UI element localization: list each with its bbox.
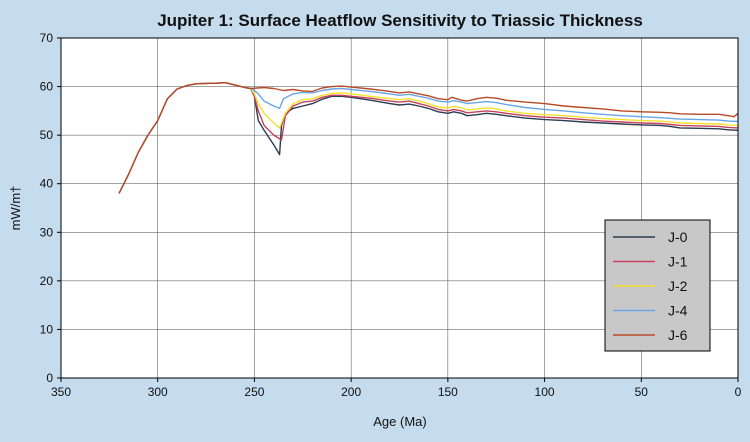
series-line-j-2 bbox=[250, 88, 739, 129]
x-tick-label: 50 bbox=[635, 385, 649, 399]
x-tick-label: 200 bbox=[341, 385, 361, 399]
legend-label-j-1: J-1 bbox=[668, 254, 688, 270]
series-line-j-4 bbox=[250, 87, 739, 123]
series-line-j-6 bbox=[118, 82, 739, 194]
x-tick-label: 100 bbox=[535, 385, 555, 399]
chart-title: Jupiter 1: Surface Heatflow Sensitivity … bbox=[157, 11, 643, 30]
y-tick-label: 20 bbox=[40, 274, 54, 288]
y-axis-label: mW/m† bbox=[8, 186, 23, 231]
plot-frame bbox=[60, 37, 739, 379]
x-tick-label: 350 bbox=[51, 385, 71, 399]
x-tick-label: 300 bbox=[148, 385, 168, 399]
y-tick-label: 0 bbox=[46, 371, 53, 385]
y-tick-label: 10 bbox=[40, 322, 54, 336]
x-tick-label: 0 bbox=[735, 385, 742, 399]
x-tick-label: 150 bbox=[438, 385, 458, 399]
y-tick-label: 60 bbox=[40, 80, 54, 94]
y-tick-label: 30 bbox=[40, 225, 54, 239]
x-axis-label: Age (Ma) bbox=[373, 414, 426, 429]
x-tick-label: 250 bbox=[244, 385, 264, 399]
legend-label-j-2: J-2 bbox=[668, 278, 688, 294]
axis-ticks: 350 300 250 200 150 100 50 0 0 10 20 30 40 50 60 70 bbox=[40, 31, 742, 399]
legend: J-0 J-1 J-2 J-4 J-6 bbox=[604, 219, 711, 352]
y-tick-label: 50 bbox=[40, 128, 54, 142]
y-tick-label: 70 bbox=[40, 31, 54, 45]
legend-label-j-4: J-4 bbox=[668, 303, 688, 319]
series-lines bbox=[118, 82, 739, 194]
y-tick-label: 40 bbox=[40, 177, 54, 191]
legend-label-j-6: J-6 bbox=[668, 327, 688, 343]
legend-label-j-0: J-0 bbox=[668, 229, 688, 245]
series-line-j-1 bbox=[249, 88, 739, 141]
